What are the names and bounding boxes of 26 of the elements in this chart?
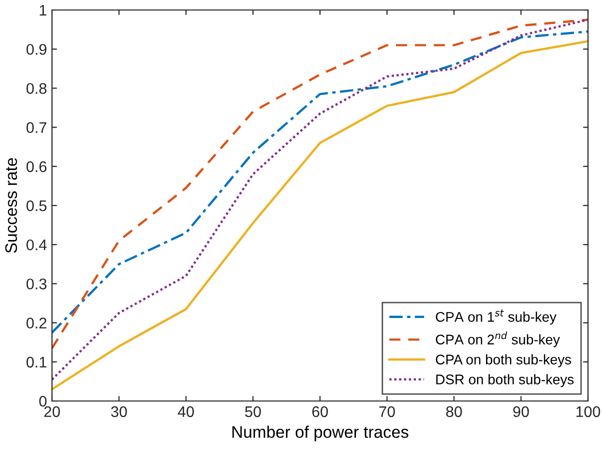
x-tick-label: 80 [446,406,462,418]
y-tick-label: 0.3 [26,278,46,290]
x-tick-label: 50 [245,406,261,418]
y-tick-label: 0.2 [26,318,46,328]
x-tick-label: 70 [379,406,395,418]
y-tick-label: 0.7 [26,122,46,133]
y-tick-label: 1 [40,5,46,16]
x-tick-label: 20 [44,406,60,418]
x-tick-label: 30 [111,406,127,418]
y-tick-label: 0.6 [26,161,46,172]
legend-label: DSR on both sub-keys [436,374,574,388]
y-tick-label: 0.9 [26,44,46,55]
y-tick-label: 0 [39,396,47,407]
x-tick-label: 90 [513,406,529,418]
legend-label: CPA on both sub-keys [436,354,572,368]
x-axis-title: Number of power traces [232,426,408,442]
x-tick-label: 60 [312,406,328,418]
y-tick-label: 0.4 [26,239,47,250]
y-tick-label: 0.8 [26,83,46,94]
y-tick-label: 0.1 [26,356,46,368]
legend-label: CPA on 2$^{nd}$ sub-key [436,332,560,348]
x-tick-label: 40 [178,406,194,418]
y-tick-label: 0.5 [26,200,46,212]
legend-label: CPA on 1$^{st}$ sub-key [436,310,556,325]
y-axis-title: Success rate [5,158,18,253]
x-tick-label: 100 [576,406,600,418]
